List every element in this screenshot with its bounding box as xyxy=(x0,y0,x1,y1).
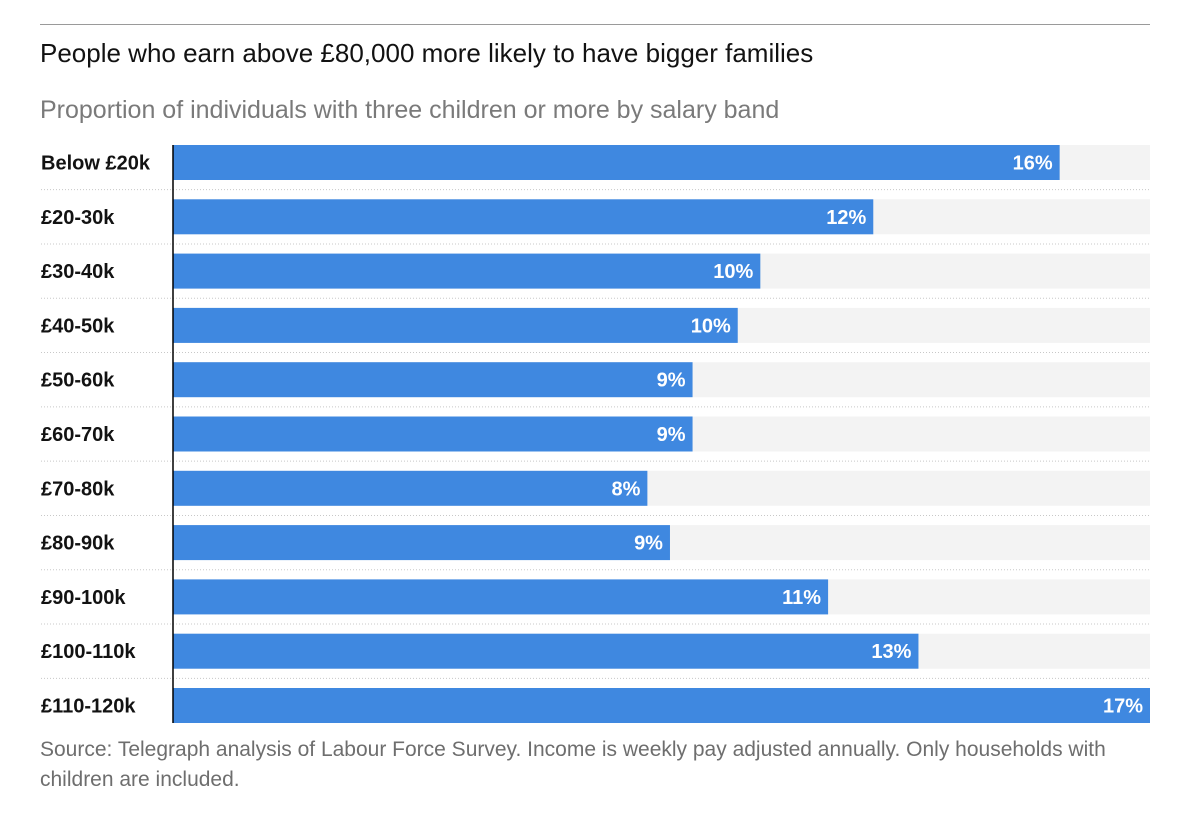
bar xyxy=(173,145,1060,180)
category-labels: Below £20k £20-30k £30-40k £40-50k £50-60k £6… xyxy=(41,153,151,718)
category-label: £40-50k xyxy=(41,315,115,337)
bar-value-label: 11% xyxy=(782,587,821,609)
source-note: Source: Telegraph analysis of Labour For… xyxy=(40,738,1106,791)
bar-value-label: 8% xyxy=(611,478,640,500)
category-label: £20-30k xyxy=(41,207,115,229)
value-labels: 16% 12% 10% 10% 9% 9% 8% 9% 11% 13% 17% xyxy=(611,153,1143,718)
bar xyxy=(173,307,738,343)
bars xyxy=(173,145,1150,723)
bar-value-label: 9% xyxy=(634,533,663,555)
category-label: £60-70k xyxy=(41,424,115,446)
category-label: £70-80k xyxy=(41,478,115,500)
category-label: £100-110k xyxy=(41,641,136,663)
chart-subtitle: Proportion of individuals with three chi… xyxy=(40,96,780,124)
category-label: Below £20k xyxy=(41,153,151,175)
bar xyxy=(173,633,919,669)
bar-value-label: 16% xyxy=(1013,153,1053,175)
bar xyxy=(173,253,761,289)
bar-value-label: 12% xyxy=(826,207,866,229)
chart-title: People who earn above £80,000 more likel… xyxy=(40,38,814,68)
bar xyxy=(173,362,693,398)
top-rule xyxy=(40,24,1150,25)
category-label: £110-120k xyxy=(41,696,136,718)
bar-value-label: 17% xyxy=(1103,696,1143,718)
category-label: £80-90k xyxy=(41,533,115,555)
bar xyxy=(173,579,829,615)
bar-value-label: 10% xyxy=(691,315,731,337)
bar xyxy=(173,199,874,235)
bar xyxy=(173,525,670,561)
row-separators xyxy=(41,189,1150,679)
bar xyxy=(173,416,693,452)
category-label: £30-40k xyxy=(41,261,115,283)
bar xyxy=(173,688,1150,723)
bar-value-label: 13% xyxy=(871,641,911,663)
bar-value-label: 9% xyxy=(657,370,686,392)
bar-value-label: 10% xyxy=(713,261,753,283)
bar-value-label: 9% xyxy=(657,424,686,446)
category-label: £90-100k xyxy=(41,587,126,609)
bar xyxy=(173,470,648,506)
category-label: £50-60k xyxy=(41,370,115,392)
